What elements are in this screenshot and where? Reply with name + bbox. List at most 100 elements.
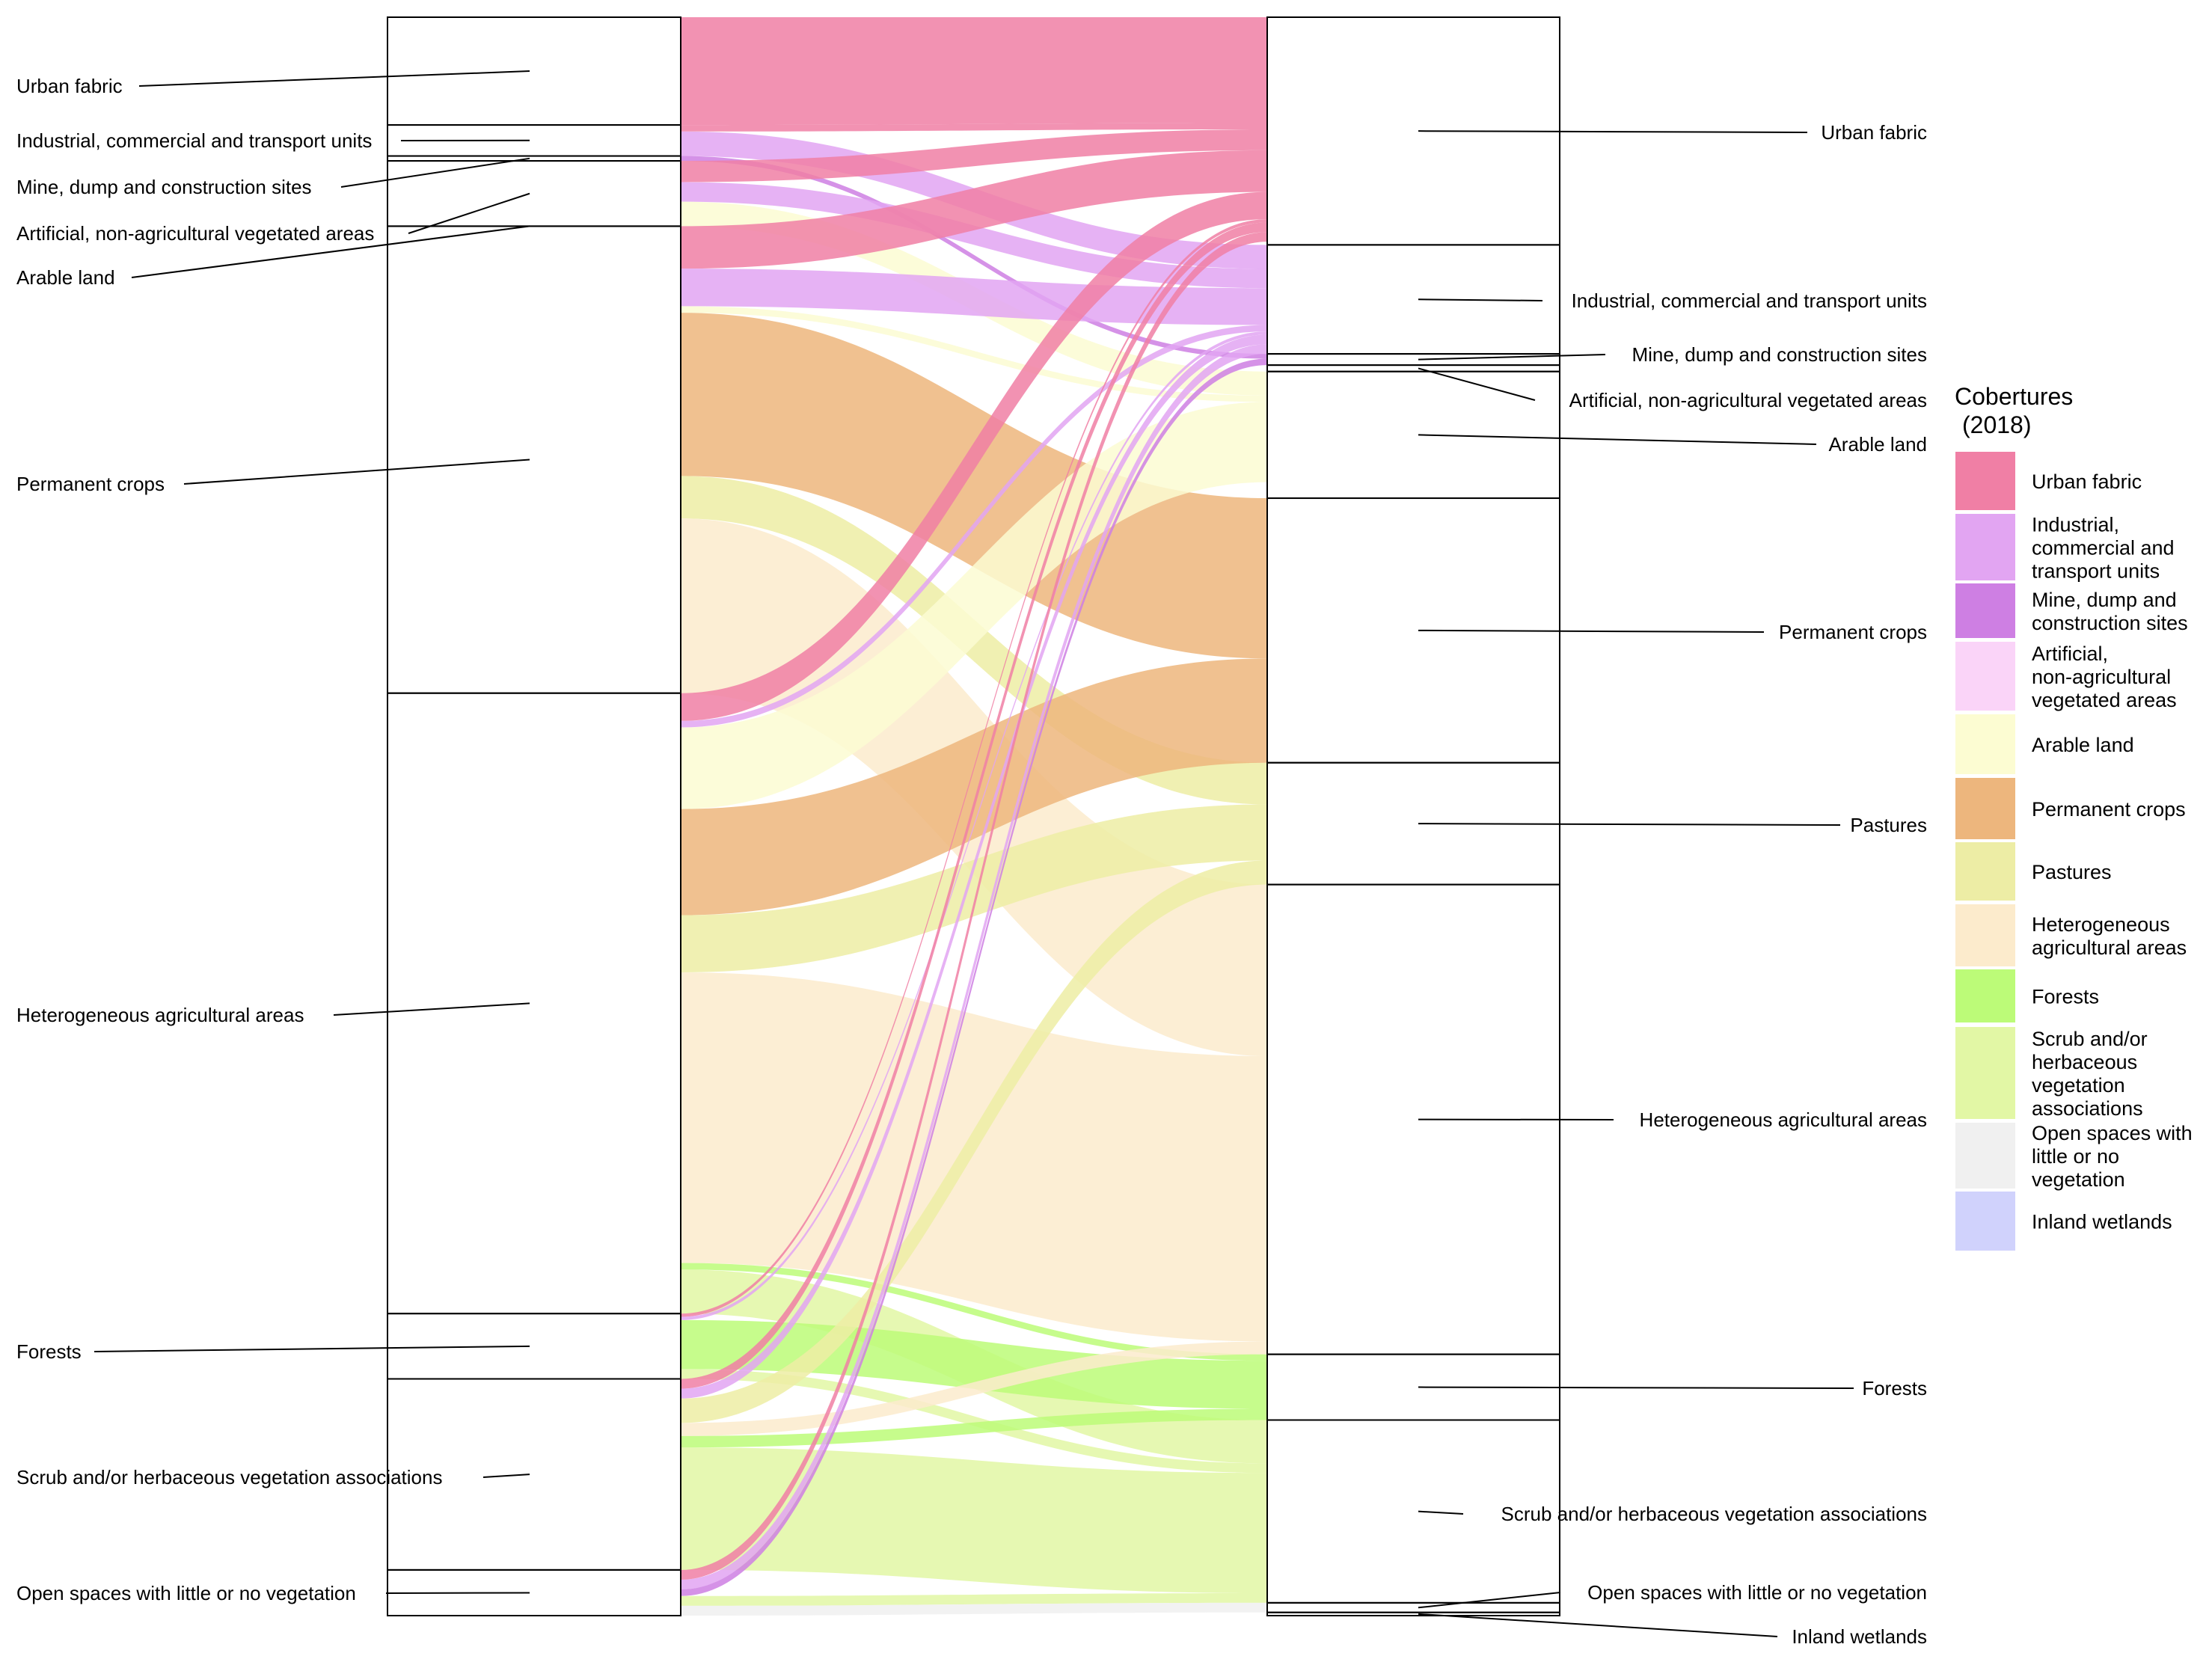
left-label-scrub-and-or-herbaceous-vegetation-associations: Scrub and/or herbaceous vegetation assoc… [16,1466,442,1488]
legend-label: Mine, dump and [2032,589,2177,611]
flow-scrub-and-or-herbaceous-vegetation-associations-to-urban-fabric [681,222,1267,1389]
left-leader-line [94,1345,530,1352]
flow-permanent-crops-to-permanent-crops [681,313,1267,659]
legend-label: vegetation [2032,1168,2125,1191]
flow-heterogeneous-agricultural-areas-to-urban-fabric [681,191,1267,721]
right-leader-line [1418,1386,1854,1389]
right-label-urban-fabric: Urban fabric [1821,121,1927,144]
right-leader-line [1418,823,1841,826]
left-leader-line [408,192,530,234]
right-stratum-artificial-non-agricultural-vegetated-areas [1266,364,1560,372]
left-label-urban-fabric: Urban fabric [16,75,123,97]
left-label-permanent-crops: Permanent crops [16,473,165,495]
legend-swatch-permanent-crops [1954,776,2017,841]
left-leader-line [138,70,530,87]
flow-open-spaces-with-little-or-no-vegetation-to-urban-fabric [681,232,1267,1580]
legend-label: commercial and [2032,537,2175,559]
right-leader-line [1418,298,1543,301]
flow-scrub-and-or-herbaceous-vegetation-associations-to-scrub-and-or-herbaceous-vegetation-associations [681,1447,1267,1593]
right-leader-line [1418,367,1536,401]
legend-items: Urban fabric Industrial,commercial andtra… [1954,450,2193,1252]
right-leader-line [1418,434,1817,445]
flow-heterogeneous-agricultural-areas-to-permanent-crops [681,658,1267,916]
flow-forests-to-industrial-commercial-and-transport-units [681,331,1267,1320]
left-leader-line [340,157,530,188]
legend-swatch-heterogeneous-agricultural-areas [1954,903,2017,968]
right-label-forests: Forests [1862,1377,1927,1399]
flow-heterogeneous-agricultural-areas-to-arable-land [681,402,1267,809]
legend-label: Open spaces with [2032,1122,2193,1144]
flow-permanent-crops-to-industrial-commercial-and-transport-units [681,269,1267,325]
right-leader-line [1418,354,1606,361]
right-label-scrub-and-or-herbaceous-vegetation-associations: Scrub and/or herbaceous vegetation assoc… [1501,1503,1927,1525]
legend-label: Artificial, [2032,643,2108,665]
right-leader-line [1418,1592,1561,1609]
left-leader-line [131,225,530,278]
flow-forests-to-urban-fabric [681,219,1267,1317]
right-stratum-industrial-commercial-and-transport-units [1266,244,1560,355]
flow-open-spaces-with-little-or-no-vegetation-to-scrub-and-or-herbaceous-vegetation-associations [681,1592,1267,1606]
legend-label: transport units [2032,560,2160,583]
flow-ribbons [681,17,1267,1616]
legend-label: little or no [2032,1145,2119,1168]
flow-industrial-commercial-and-transport-units-to-urban-fabric [681,123,1267,132]
legend-label: Arable land [2032,734,2134,756]
legend-label: Pastures [2032,861,2112,883]
flow-heterogeneous-agricultural-areas-to-industrial-commercial-and-transport-units [681,325,1267,728]
legend-swatch-urban-fabric [1954,450,2017,512]
legend-label: Forests [2032,986,2099,1008]
left-leader-line [183,459,530,485]
left-label-artificial-non-agricultural-vegetated-areas: Artificial, non-agricultural vegetated a… [16,222,374,245]
right-label-mine-dump-and-construction-sites: Mine, dump and construction sites [1632,343,1927,366]
legend-swatch-forests [1954,968,2017,1024]
legend-swatch-artificial-non-agricultural-vegetated-areas [1954,640,2017,712]
legend-swatch-arable-land [1954,713,2017,776]
left-stratum-heterogeneous-agricultural-areas [387,692,681,1315]
left-label-industrial-commercial-and-transport-units: Industrial, commercial and transport uni… [16,129,372,152]
right-label-industrial-commercial-and-transport-units: Industrial, commercial and transport uni… [1572,289,1927,312]
left-label-mine-dump-and-construction-sites: Mine, dump and construction sites [16,176,312,198]
legend-label: vegetation [2032,1074,2125,1097]
left-label-forests: Forests [16,1340,82,1363]
stratum-labels: Urban fabric Industrial, commercial and t… [16,70,1927,1648]
flow-scrub-and-or-herbaceous-vegetation-associations-to-heterogeneous-agricultural-areas [681,1341,1267,1436]
left-label-open-spaces-with-little-or-no-vegetation: Open spaces with little or no vegetation [16,1582,356,1604]
flow-mine-dump-and-construction-sites-to-mine-dump-and-construction-sites [681,156,1267,359]
left-leader-line [333,1002,530,1016]
right-leader-line [1418,629,1765,633]
left-label-arable-land: Arable land [16,266,115,289]
right-label-open-spaces-with-little-or-no-vegetation: Open spaces with little or no vegetation [1587,1581,1927,1604]
right-leader-line [1418,1510,1464,1515]
legend-label: Industrial, [2032,514,2119,536]
flow-heterogeneous-agricultural-areas-to-forests [681,1263,1267,1361]
right-stratum-mine-dump-and-construction-sites [1266,353,1560,367]
left-stratum-urban-fabric [387,16,681,126]
flow-scrub-and-or-herbaceous-vegetation-associations-to-pastures [681,860,1267,1423]
legend-label: Permanent crops [2032,798,2186,821]
flow-heterogeneous-agricultural-areas-to-pastures [681,804,1267,972]
right-label-permanent-crops: Permanent crops [1779,621,1927,643]
flow-artificial-non-agricultural-vegetated-areas-to-urban-fabric [681,129,1267,183]
right-label-arable-land: Arable land [1828,433,1927,456]
legend-swatch-pastures [1954,841,2017,902]
legend-swatch-industrial-commercial-and-transport-units [1954,512,2017,582]
legend-label: herbaceous [2032,1051,2137,1073]
left-leader-line [482,1474,530,1478]
legend-title: Cobertures [1955,383,2073,410]
legend-label: Heterogeneous [2032,913,2170,936]
left-stratum-forests [387,1313,681,1380]
legend-label: Scrub and/or [2032,1028,2148,1050]
right-stratum-open-spaces-with-little-or-no-vegetation [1266,1601,1560,1613]
legend-label: vegetated areas [2032,689,2177,711]
legend: Cobertures (2018) Urban fabric Industrial… [1954,383,2193,1252]
flow-scrub-and-or-herbaceous-vegetation-associations-to-industrial-commercial-and-transport-units [681,334,1267,1399]
right-stratum-arable-land [1266,370,1560,500]
left-stratum-artificial-non-agricultural-vegetated-areas [387,160,681,227]
legend-label: non-agricultural [2032,666,2171,688]
legend-swatch-mine-dump-and-construction-sites [1954,582,2017,640]
legend-swatch-inland-wetlands [1954,1190,2017,1252]
left-stratum-permanent-crops [387,225,681,694]
legend-label: construction sites [2032,612,2188,634]
legend-label: agricultural areas [2032,936,2187,959]
